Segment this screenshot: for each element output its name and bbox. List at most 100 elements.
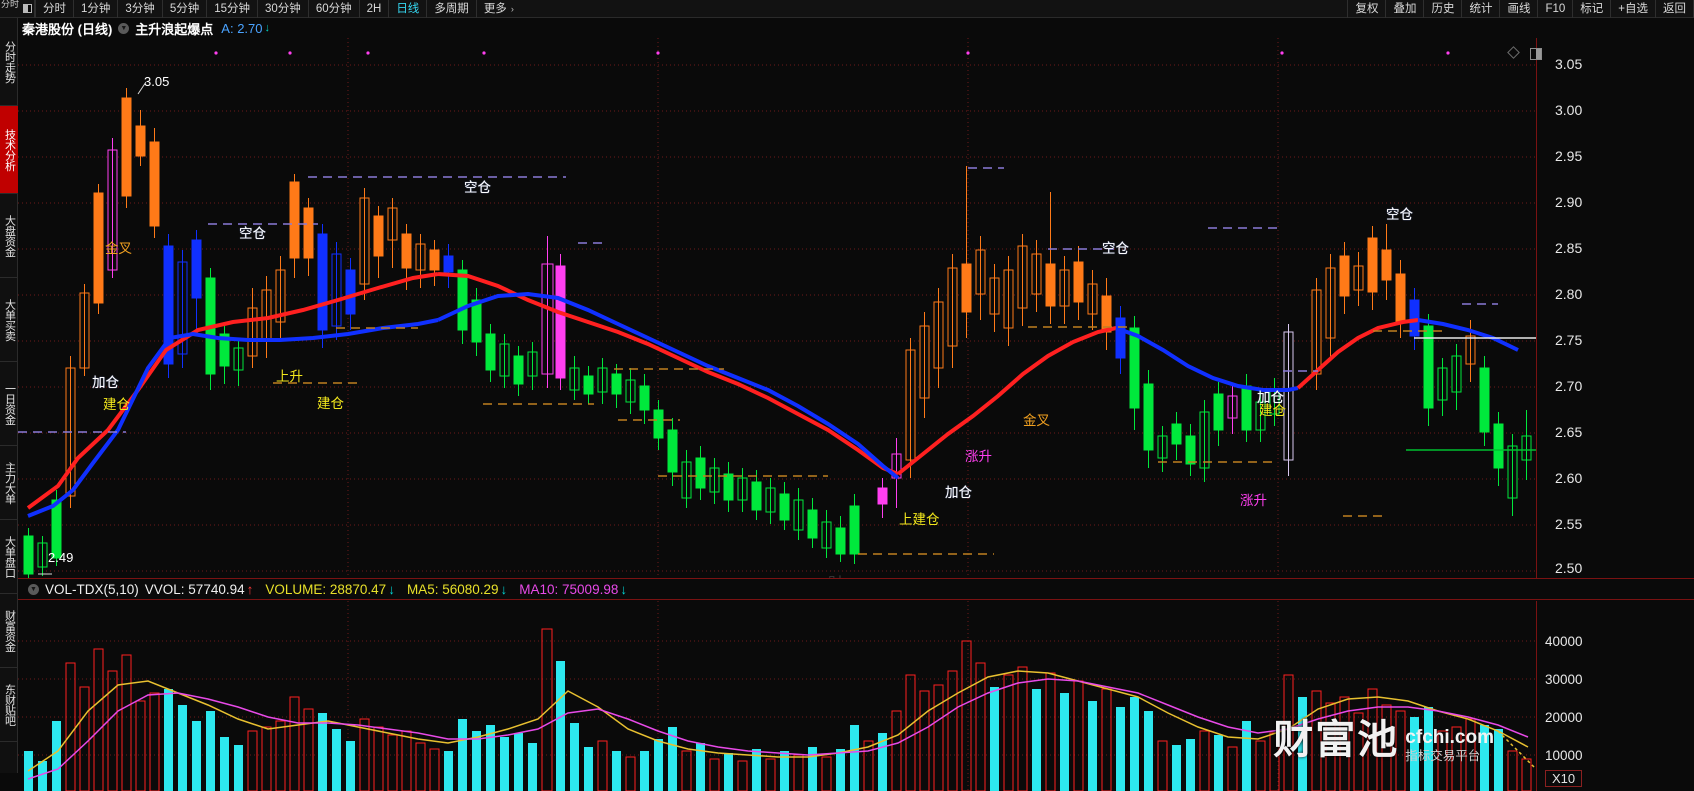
price-tick-260: 2.60 xyxy=(1555,470,1583,486)
annotation-kongcang-1: 空仓 xyxy=(239,226,266,241)
indicator-vol-tdx-name[interactable]: VOL-TDX(5,10) xyxy=(45,581,139,597)
price-grid-horizontal xyxy=(18,64,1536,572)
timeframe-30min[interactable]: 30分钟 xyxy=(258,0,309,18)
brand-watermark: 财富池 cfchi.com 指标交易平台 xyxy=(1273,707,1494,765)
price-tick-275: 2.75 xyxy=(1555,332,1583,348)
annotation-jiancang-2: 建仓 xyxy=(317,396,344,411)
left-sidebar: 分时走势 技术分析 大盘资金 大单买卖 一日资金 主力大单 大单盘口 财富资金 … xyxy=(0,18,18,773)
price-axis: 3.05 3.00 2.95 2.90 2.85 2.80 2.75 2.70 … xyxy=(1536,38,1694,578)
brand-subtitle: 指标交易平台 xyxy=(1405,748,1481,763)
volume-chart-panel[interactable]: 财富池 cfchi.com 指标交易平台 xyxy=(18,601,1694,791)
timeframe-60min[interactable]: 60分钟 xyxy=(309,0,360,18)
indicator-ma5: MA5: 56080.29 xyxy=(406,581,499,597)
timeframe-2h[interactable]: 2H xyxy=(360,0,390,18)
timeframe-fenshi[interactable]: 分时 xyxy=(35,0,74,18)
chevron-down-icon[interactable]: ▼ xyxy=(28,583,39,595)
annotation-shangjiancang: 上建仓 xyxy=(899,512,940,527)
panel-toggle-icon[interactable] xyxy=(20,0,35,18)
volume-ma10-line xyxy=(27,678,1529,780)
timeframe-1min[interactable]: 1分钟 xyxy=(74,0,119,18)
volume-axis: 40000 30000 20000 10000 X10 xyxy=(1536,601,1694,791)
indicator-vvol: VVOL: 57740.94 xyxy=(144,581,245,597)
page-title: 秦港股份 (日线) xyxy=(22,21,113,37)
annotation-shangsheng-1: 上升 xyxy=(276,369,303,384)
annotation-jincha-1: 金叉 xyxy=(105,241,132,256)
timeframe-multi-period[interactable]: 多周期 xyxy=(427,0,477,18)
btn-return[interactable]: 返回 xyxy=(1656,0,1694,18)
ma-line-blue xyxy=(27,318,439,518)
top-toolbar: 分时 分时 1分钟 3分钟 5分钟 15分钟 30分钟 60分钟 2H 日线 多… xyxy=(0,0,1694,18)
annotation-jiacang-3: 加仓 xyxy=(1257,390,1284,405)
btn-tongji[interactable]: 统计 xyxy=(1462,0,1501,18)
btn-add-watchlist[interactable]: +自选 xyxy=(1611,0,1656,18)
timeframe-daily[interactable]: 日线 xyxy=(389,0,428,18)
btn-fuquan[interactable]: 复权 xyxy=(1347,0,1387,18)
split-panel-icon[interactable] xyxy=(1530,48,1542,60)
sidebar-item-zhuli-dadan[interactable]: 主力大单 xyxy=(0,446,18,520)
btn-biaoji[interactable]: 标记 xyxy=(1573,0,1612,18)
sidebar-item-dapan-zijin[interactable]: 大盘资金 xyxy=(0,194,18,278)
sidebar-item-caifu-zijin[interactable]: 财富资金 xyxy=(0,594,18,668)
annotation-kongcang-4: 空仓 xyxy=(1386,207,1413,222)
chevron-down-icon[interactable]: ▼ xyxy=(118,22,130,34)
price-chart-panel[interactable]: 3.05 2.49 金叉 加仓 建仓 空仓 上升 建仓 空仓 涨升 加仓 上建仓… xyxy=(18,38,1694,578)
chart-title-bar: 秦港股份 (日线) ▼ 主升浪起爆点 A: 2.70 ↓ xyxy=(18,18,1694,38)
down-arrow-icon: ↓ xyxy=(264,22,271,34)
ma-line-red xyxy=(26,272,439,510)
sidebar-item-fenshi-zoushi[interactable]: 分时走势 xyxy=(0,18,18,106)
timeframe-15min[interactable]: 15分钟 xyxy=(207,0,259,18)
btn-huaxian[interactable]: 画线 xyxy=(1500,0,1539,18)
indicator-ma10: MA10: 75009.98 xyxy=(519,581,619,597)
center-watermark: 财 xyxy=(828,572,843,578)
sidebar-item-dadan-maimai[interactable]: 大单买卖 xyxy=(0,278,18,362)
high-marker xyxy=(137,81,147,95)
btn-lishi[interactable]: 历史 xyxy=(1424,0,1463,18)
chart-stage: 秦港股份 (日线) ▼ 主升浪起爆点 A: 2.70 ↓ xyxy=(18,18,1694,791)
sidebar-item-dadan-pankou[interactable]: 大单盘口 xyxy=(0,520,18,594)
ma-line-red-3 xyxy=(896,326,1117,476)
volume-ma5-tail xyxy=(1497,730,1535,768)
candlestick-series xyxy=(23,88,1532,578)
volume-tick-10000: 10000 xyxy=(1545,748,1583,763)
indicator-name[interactable]: 主升浪起爆点 xyxy=(135,21,214,37)
annotation-kongcang-3: 空仓 xyxy=(1102,241,1129,256)
brand-name: 财富池 xyxy=(1273,718,1400,762)
annotation-jiacang-1: 加仓 xyxy=(92,375,119,390)
price-tick-305: 3.05 xyxy=(1555,56,1583,72)
price-tag-low: 2.49 xyxy=(48,550,74,565)
signal-dashed-lines xyxy=(18,167,1498,555)
annotation-kongcang-2: 空仓 xyxy=(464,180,491,195)
timeframe-more[interactable]: 更多 xyxy=(483,2,507,15)
btn-f10[interactable]: F10 xyxy=(1538,0,1574,18)
diamond-icon[interactable] xyxy=(1507,46,1520,59)
price-tick-295: 2.95 xyxy=(1555,148,1583,164)
volume-indicator-strip: ▼ VOL-TDX(5,10) VVOL: 57740.94 ↑ VOLUME:… xyxy=(18,578,1694,600)
toolbar-left-group: 分时 分时 1分钟 3分钟 5分钟 15分钟 30分钟 60分钟 2H 日线 多… xyxy=(0,0,514,18)
annotation-jiancang-3: 建仓 xyxy=(1259,403,1286,418)
annotation-zhangsheng-2: 涨升 xyxy=(1240,493,1267,508)
annotation-zhangsheng-1: 涨升 xyxy=(965,449,992,464)
ma-line-red-4 xyxy=(1296,318,1419,390)
top-dot-markers xyxy=(214,51,1450,55)
timeframe-3min[interactable]: 3分钟 xyxy=(118,0,163,18)
annotation-jiancang-1: 建仓 xyxy=(103,397,130,412)
annotation-jiacang-2: 加仓 xyxy=(945,485,972,500)
sidebar-item-jishu-fenxi[interactable]: 技术分析 xyxy=(0,106,18,194)
indicator-volume: VOLUME: 28870.47 xyxy=(265,581,387,597)
price-tick-255: 2.55 xyxy=(1555,516,1583,532)
volume-tick-20000: 20000 xyxy=(1545,710,1583,725)
ma5-down-arrow-icon: ↓ xyxy=(500,581,508,597)
vvol-up-arrow-icon: ↑ xyxy=(246,581,254,597)
toolbar-corner-label: 分时 xyxy=(0,0,19,9)
chevron-right-icon[interactable]: › xyxy=(510,3,514,14)
price-grid-vertical xyxy=(347,38,1279,578)
sidebar-item-yiri-zijin[interactable]: 一日资金 xyxy=(0,362,18,446)
volume-down-arrow-icon: ↓ xyxy=(388,581,395,597)
price-tag-high: 3.05 xyxy=(144,74,170,89)
volume-ma5-line xyxy=(27,670,1529,772)
sidebar-item-dongcai-tieba[interactable]: 东财贴吧 xyxy=(0,668,18,742)
price-tick-290: 2.90 xyxy=(1555,194,1583,210)
indicator-value-a: A: 2.70 xyxy=(221,20,263,36)
btn-diejia[interactable]: 叠加 xyxy=(1386,0,1425,18)
timeframe-5min[interactable]: 5分钟 xyxy=(163,0,208,18)
